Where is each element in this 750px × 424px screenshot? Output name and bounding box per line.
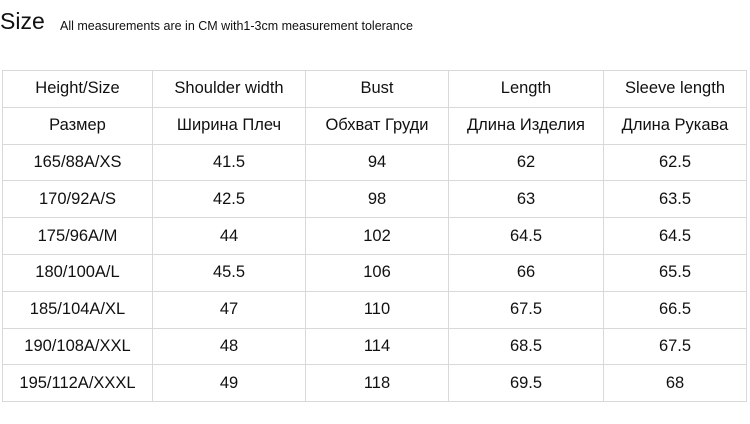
table-cell: 67.5 <box>603 327 747 366</box>
table-row: Height/Size Shoulder width Bust Length Sleev… <box>2 70 747 108</box>
table-row: 175/96A/M 44 102 64.5 64.5 <box>2 217 747 255</box>
header-cell: Ширина Плеч <box>152 106 306 145</box>
header-cell: Height/Size <box>2 70 153 108</box>
table-cell: 66 <box>448 253 604 292</box>
table-cell: 44 <box>152 217 306 255</box>
table-cell: 62.5 <box>603 143 747 182</box>
header-cell: Length <box>448 70 604 108</box>
table-cell: 180/100A/L <box>2 253 153 292</box>
table-cell: 49 <box>152 364 306 403</box>
table-cell: 98 <box>305 180 449 219</box>
table-cell: 118 <box>305 364 449 403</box>
table-row: 165/88A/XS 41.5 94 62 62.5 <box>2 143 747 182</box>
table-row: 170/92A/S 42.5 98 63 63.5 <box>2 180 747 219</box>
table-cell: 114 <box>305 327 449 366</box>
size-table: Height/Size Shoulder width Bust Length Sleev… <box>2 70 747 403</box>
header-cell: Sleeve length <box>603 70 747 108</box>
table-cell: 41.5 <box>152 143 306 182</box>
table-cell: 185/104A/XL <box>2 290 153 329</box>
table-cell: 69.5 <box>448 364 604 403</box>
header-cell: Длина Изделия <box>448 106 604 145</box>
table-cell: 195/112A/XXXL <box>2 364 153 403</box>
table-cell: 110 <box>305 290 449 329</box>
header-cell: Длина Рукава <box>603 106 747 145</box>
header-cell: Shoulder width <box>152 70 306 108</box>
table-row: 190/108A/XXL 48 114 68.5 67.5 <box>2 327 747 366</box>
table-row: Размер Ширина Плеч Обхват Груди Длина Издел… <box>2 106 747 145</box>
table-cell: 165/88A/XS <box>2 143 153 182</box>
table-cell: 175/96A/M <box>2 217 153 255</box>
header-cell: Обхват Груди <box>305 106 449 145</box>
title: Size <box>0 8 45 34</box>
table-cell: 48 <box>152 327 306 366</box>
header-cell: Bust <box>305 70 449 108</box>
table-cell: 64.5 <box>448 217 604 255</box>
table-row: 180/100A/L 45.5 106 66 65.5 <box>2 253 747 292</box>
table-cell: 63 <box>448 180 604 219</box>
table-cell: 170/92A/S <box>2 180 153 219</box>
header-cell: Размер <box>2 106 153 145</box>
table-cell: 68.5 <box>448 327 604 366</box>
table-cell: 45.5 <box>152 253 306 292</box>
table-cell: 42.5 <box>152 180 306 219</box>
table-cell: 106 <box>305 253 449 292</box>
table-cell: 67.5 <box>448 290 604 329</box>
table-cell: 65.5 <box>603 253 747 292</box>
note: All measurements are in CM with1-3cm mea… <box>60 19 413 33</box>
table-cell: 190/108A/XXL <box>2 327 153 366</box>
table-cell: 66.5 <box>603 290 747 329</box>
table-cell: 64.5 <box>603 217 747 255</box>
table-row: 185/104A/XL 47 110 67.5 66.5 <box>2 290 747 329</box>
table-row: 195/112A/XXXL 49 118 69.5 68 <box>2 364 747 403</box>
table-cell: 47 <box>152 290 306 329</box>
table-cell: 62 <box>448 143 604 182</box>
table-cell: 94 <box>305 143 449 182</box>
table-cell: 63.5 <box>603 180 747 219</box>
table-cell: 102 <box>305 217 449 255</box>
table-cell: 68 <box>603 364 747 403</box>
